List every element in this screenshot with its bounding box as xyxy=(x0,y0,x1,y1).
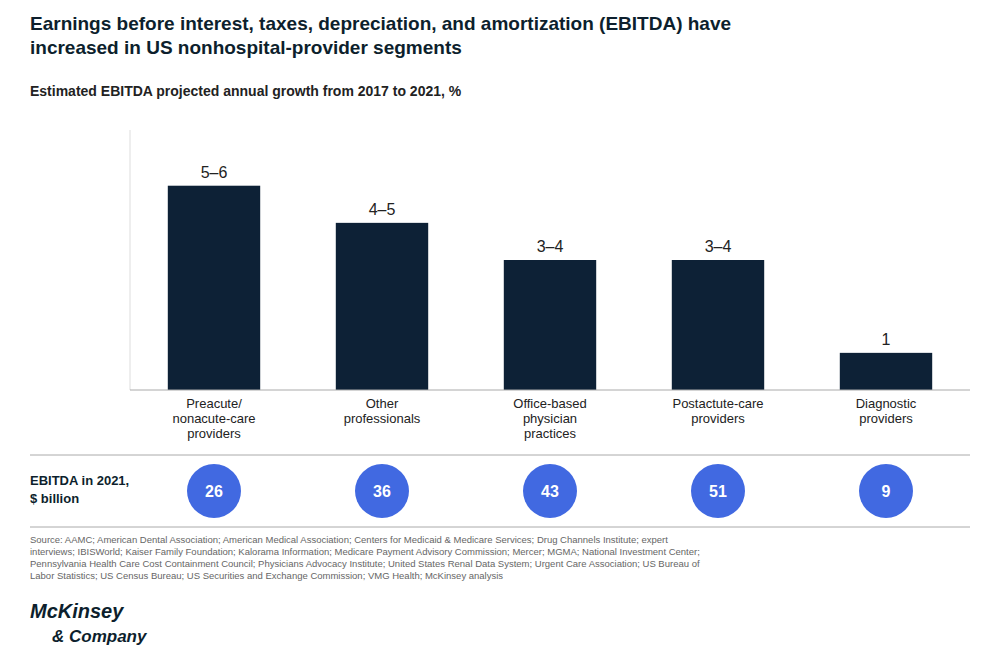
bar xyxy=(504,260,596,390)
data-label: 3–4 xyxy=(537,238,564,255)
chart: Earnings before interest, taxes, depreci… xyxy=(0,0,1000,657)
data-label: 1 xyxy=(882,331,891,348)
data-label: 5–6 xyxy=(201,164,228,181)
bar xyxy=(168,186,260,390)
ebitda-bubble xyxy=(355,464,409,518)
title: Earnings before interest, taxes, depreci… xyxy=(30,13,731,58)
ebitda-value: 51 xyxy=(709,483,727,500)
bar xyxy=(672,260,764,390)
x-tick-label: Diagnosticproviders xyxy=(856,396,917,426)
x-axis-line xyxy=(130,390,970,391)
subtitle: Estimated EBITDA projected annual growth… xyxy=(30,83,462,99)
bars xyxy=(168,186,932,390)
ebitda-value: 43 xyxy=(541,483,559,500)
ebitda-value: 9 xyxy=(882,483,891,500)
ebitda-value: 26 xyxy=(205,483,223,500)
logo: McKinsey xyxy=(30,600,124,622)
ebitda-label: EBITDA in 2021,$ billion xyxy=(30,473,129,506)
bar xyxy=(336,223,428,390)
data-label: 3–4 xyxy=(705,238,732,255)
x-tick-label: Otherprofessionals xyxy=(344,396,421,426)
bar xyxy=(840,353,932,390)
background xyxy=(0,0,1000,657)
ebitda-bubble xyxy=(691,464,745,518)
separator xyxy=(30,455,970,456)
x-tick-label: Office-basedphysicianpractices xyxy=(513,396,586,441)
x-tick-label: Preacute/nonacute-careproviders xyxy=(172,396,255,441)
ebitda-bubble xyxy=(859,464,913,518)
y-axis-line xyxy=(130,130,131,390)
ebitda-bubble xyxy=(523,464,577,518)
x-tick-label: Postactute-careproviders xyxy=(672,396,763,426)
separator xyxy=(30,527,970,528)
logo: & Company xyxy=(52,627,148,646)
data-label: 4–5 xyxy=(369,201,396,218)
source: Source: AAMC; American Dental Associatio… xyxy=(30,534,700,581)
ebitda-value: 36 xyxy=(373,483,391,500)
ebitda-bubble xyxy=(187,464,241,518)
